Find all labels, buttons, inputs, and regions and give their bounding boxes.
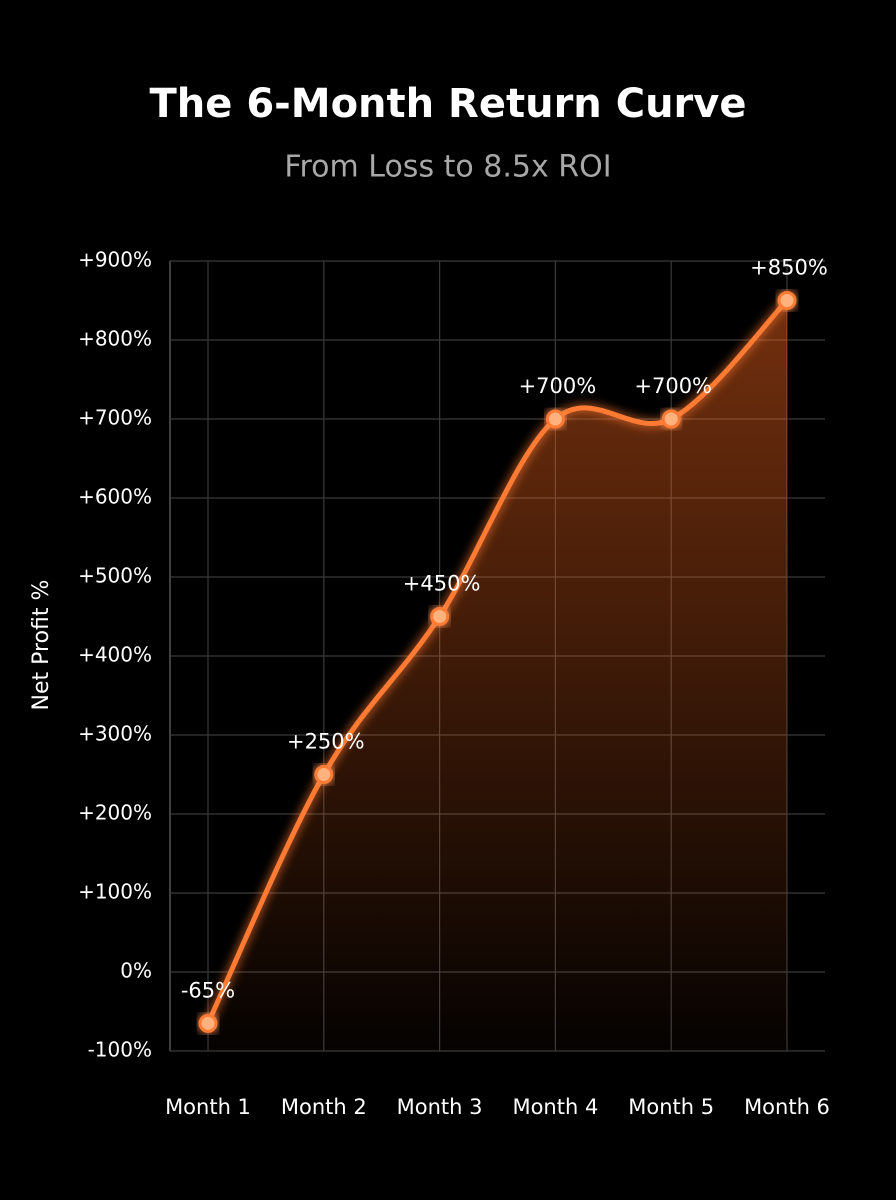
y-tick-label: +900%: [78, 248, 152, 272]
y-tick-label: +300%: [78, 722, 152, 746]
point: [777, 291, 797, 310]
y-tick-label: +600%: [78, 485, 152, 509]
y-axis-label: Net Profit %: [29, 580, 54, 711]
x-tick-label: Month 4: [512, 1095, 598, 1119]
point: [430, 607, 450, 626]
y-tick-label: +800%: [78, 327, 152, 351]
y-tick-label: +700%: [78, 406, 152, 430]
x-tick-label: Month 6: [744, 1095, 830, 1119]
data-label: -65%: [181, 978, 235, 1002]
data-label: +250%: [287, 730, 365, 754]
x-tick-label: Month 1: [165, 1095, 251, 1119]
data-label: +450%: [403, 572, 481, 596]
y-tick-label: +500%: [78, 564, 152, 588]
chart-title: The 6-Month Return Curve: [150, 81, 747, 127]
point: [545, 409, 565, 429]
chart-subtitle: From Loss to 8.5x ROI: [284, 150, 611, 185]
y-tick-label: +400%: [78, 643, 152, 667]
y-tick-label: -100%: [88, 1038, 152, 1062]
x-tick-label: Month 2: [281, 1095, 367, 1119]
x-tick-label: Month 3: [397, 1095, 483, 1119]
data-label: +700%: [519, 374, 597, 398]
x-tick-label: Month 5: [628, 1095, 714, 1119]
y-tick-label: +200%: [78, 801, 152, 825]
point: [198, 1013, 218, 1033]
data-label: +850%: [750, 256, 828, 280]
area: [208, 300, 787, 1051]
point: [661, 409, 681, 429]
y-tick-label: 0%: [120, 959, 152, 983]
data-label: +700%: [634, 374, 712, 398]
y-tick-label: +100%: [78, 880, 152, 904]
point: [314, 765, 334, 784]
